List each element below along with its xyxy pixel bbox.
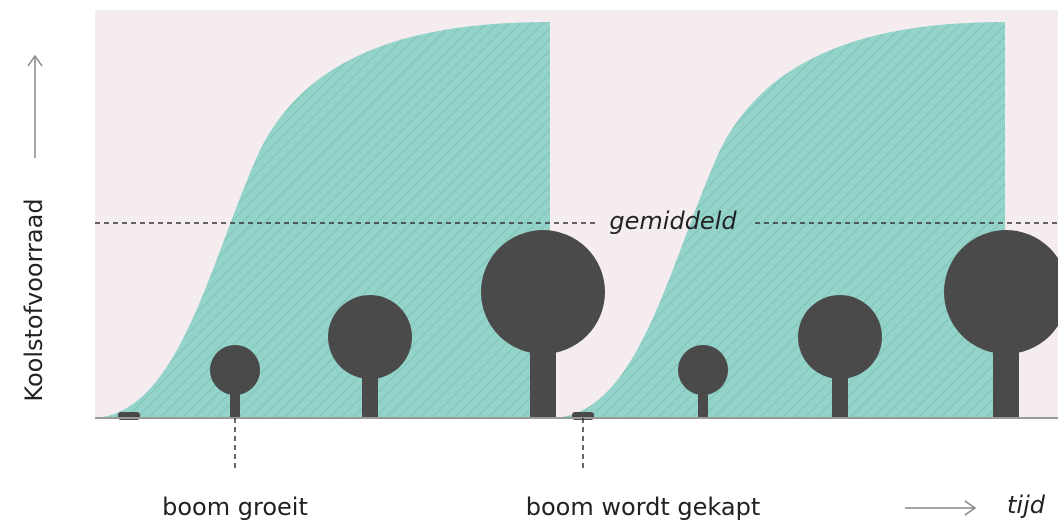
annotation: boom wordt gekapt [526, 493, 760, 521]
x-axis-label: tijd [1007, 491, 1046, 519]
diagram: gemiddeld boom groeit boom wordt gekapt … [0, 0, 1058, 531]
annotation: boom groeit [162, 493, 308, 521]
average-label: gemiddeld [609, 207, 737, 235]
y-axis-label: Koolstofvoorraad [20, 198, 48, 401]
